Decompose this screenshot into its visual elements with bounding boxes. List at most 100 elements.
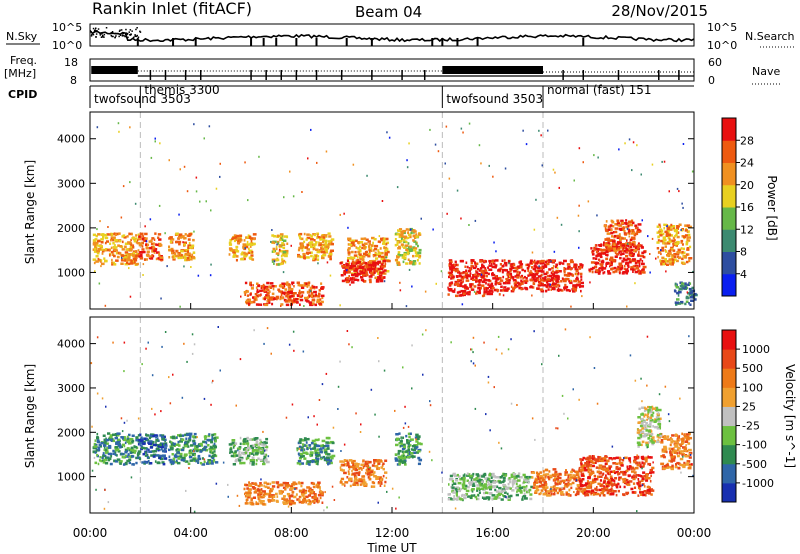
echo-cell xyxy=(506,270,510,274)
echo-cell xyxy=(229,451,231,454)
echo-cell xyxy=(569,476,573,479)
echo-cell xyxy=(310,245,314,249)
echo-cell xyxy=(480,269,484,273)
echo-cell xyxy=(297,283,301,287)
echo-cell xyxy=(475,480,477,484)
echo-cell xyxy=(412,239,415,242)
echo-cell xyxy=(675,259,679,263)
echo-cell xyxy=(184,236,187,240)
echo-cell xyxy=(327,436,331,440)
echo-cell xyxy=(403,231,406,235)
echo-cell xyxy=(373,459,377,462)
echo-cell xyxy=(235,458,239,462)
echo-cell xyxy=(519,276,522,279)
echo-cell xyxy=(344,459,349,462)
echo-cell xyxy=(681,250,684,254)
echo-cell xyxy=(249,293,252,296)
echo-cell xyxy=(306,290,310,294)
echo-cell xyxy=(320,300,324,304)
echo-cell xyxy=(658,250,661,254)
echo-cell xyxy=(151,450,155,453)
echo-cell xyxy=(261,289,264,292)
echo-cell xyxy=(411,455,416,458)
echo-cell xyxy=(542,284,547,287)
echo-cell xyxy=(139,251,144,254)
echo-cell xyxy=(638,264,641,268)
echo-cell xyxy=(516,490,518,493)
sparse-echo xyxy=(203,137,205,140)
echo-cell xyxy=(310,238,314,241)
echo-cell xyxy=(303,489,307,493)
echo-cell xyxy=(301,490,305,494)
echo-cell xyxy=(269,482,272,486)
echo-cell xyxy=(449,271,452,275)
echo-cell xyxy=(516,276,519,279)
echo-cell xyxy=(179,253,182,256)
echo-cell xyxy=(382,237,384,240)
echo-cell xyxy=(394,238,397,241)
echo-cell xyxy=(675,242,680,245)
sparse-echo xyxy=(640,173,642,176)
echo-cell xyxy=(626,239,628,242)
echo-cell xyxy=(143,250,146,254)
echo-cell xyxy=(666,242,671,245)
echo-cell xyxy=(572,290,576,293)
echo-cell xyxy=(690,293,695,297)
echo-cell xyxy=(279,238,282,241)
echo-cell xyxy=(249,459,254,462)
echo-cell xyxy=(536,277,539,280)
echo-cell xyxy=(168,245,171,248)
echo-cell xyxy=(550,288,553,291)
echo-cell xyxy=(490,286,493,290)
nsky-dot xyxy=(110,32,112,34)
sparse-echo xyxy=(182,241,184,244)
sparse-echo xyxy=(375,276,378,279)
echo-cell xyxy=(128,232,131,236)
echo-cell xyxy=(667,236,670,240)
echo-cell xyxy=(501,488,506,491)
echo-cell xyxy=(252,233,257,236)
sparse-echo xyxy=(290,244,292,247)
echo-cell xyxy=(307,281,311,284)
echo-cell xyxy=(150,454,154,457)
echo-cell xyxy=(399,240,403,243)
echo-cell xyxy=(450,277,453,280)
echo-cell xyxy=(312,285,316,289)
sparse-echo xyxy=(473,290,476,293)
echo-cell xyxy=(130,446,134,450)
echo-cell xyxy=(370,262,373,265)
echo-cell xyxy=(239,442,242,446)
echo-cell xyxy=(373,259,377,263)
echo-cell xyxy=(462,483,466,486)
sparse-echo xyxy=(292,195,295,198)
echo-cell xyxy=(684,284,688,287)
echo-cell xyxy=(475,292,478,295)
echo-cell xyxy=(509,269,512,273)
echo-cell xyxy=(357,250,360,254)
echo-cell xyxy=(317,499,321,503)
echo-cell xyxy=(467,473,471,476)
echo-cell xyxy=(379,484,382,487)
echo-cell xyxy=(152,433,155,436)
echo-cell xyxy=(186,440,190,443)
echo-cell xyxy=(465,287,470,290)
echo-cell xyxy=(616,219,620,222)
echo-cell xyxy=(243,438,246,441)
echo-cell xyxy=(317,483,321,486)
sparse-echo xyxy=(493,241,495,244)
echo-cell xyxy=(502,479,505,482)
echo-cell xyxy=(474,263,477,267)
echo-cell xyxy=(343,459,346,462)
echo-cell xyxy=(568,289,571,293)
echo-cell xyxy=(565,491,568,494)
echo-cell xyxy=(359,483,362,486)
echo-cell xyxy=(606,237,611,240)
echo-cell xyxy=(187,250,190,253)
echo-cell xyxy=(627,230,631,233)
echo-cell xyxy=(115,454,118,457)
echo-cell xyxy=(411,445,416,448)
echo-cell xyxy=(458,489,461,493)
echo-cell xyxy=(300,462,305,465)
echo-cell xyxy=(263,455,267,459)
echo-cell xyxy=(248,298,252,302)
